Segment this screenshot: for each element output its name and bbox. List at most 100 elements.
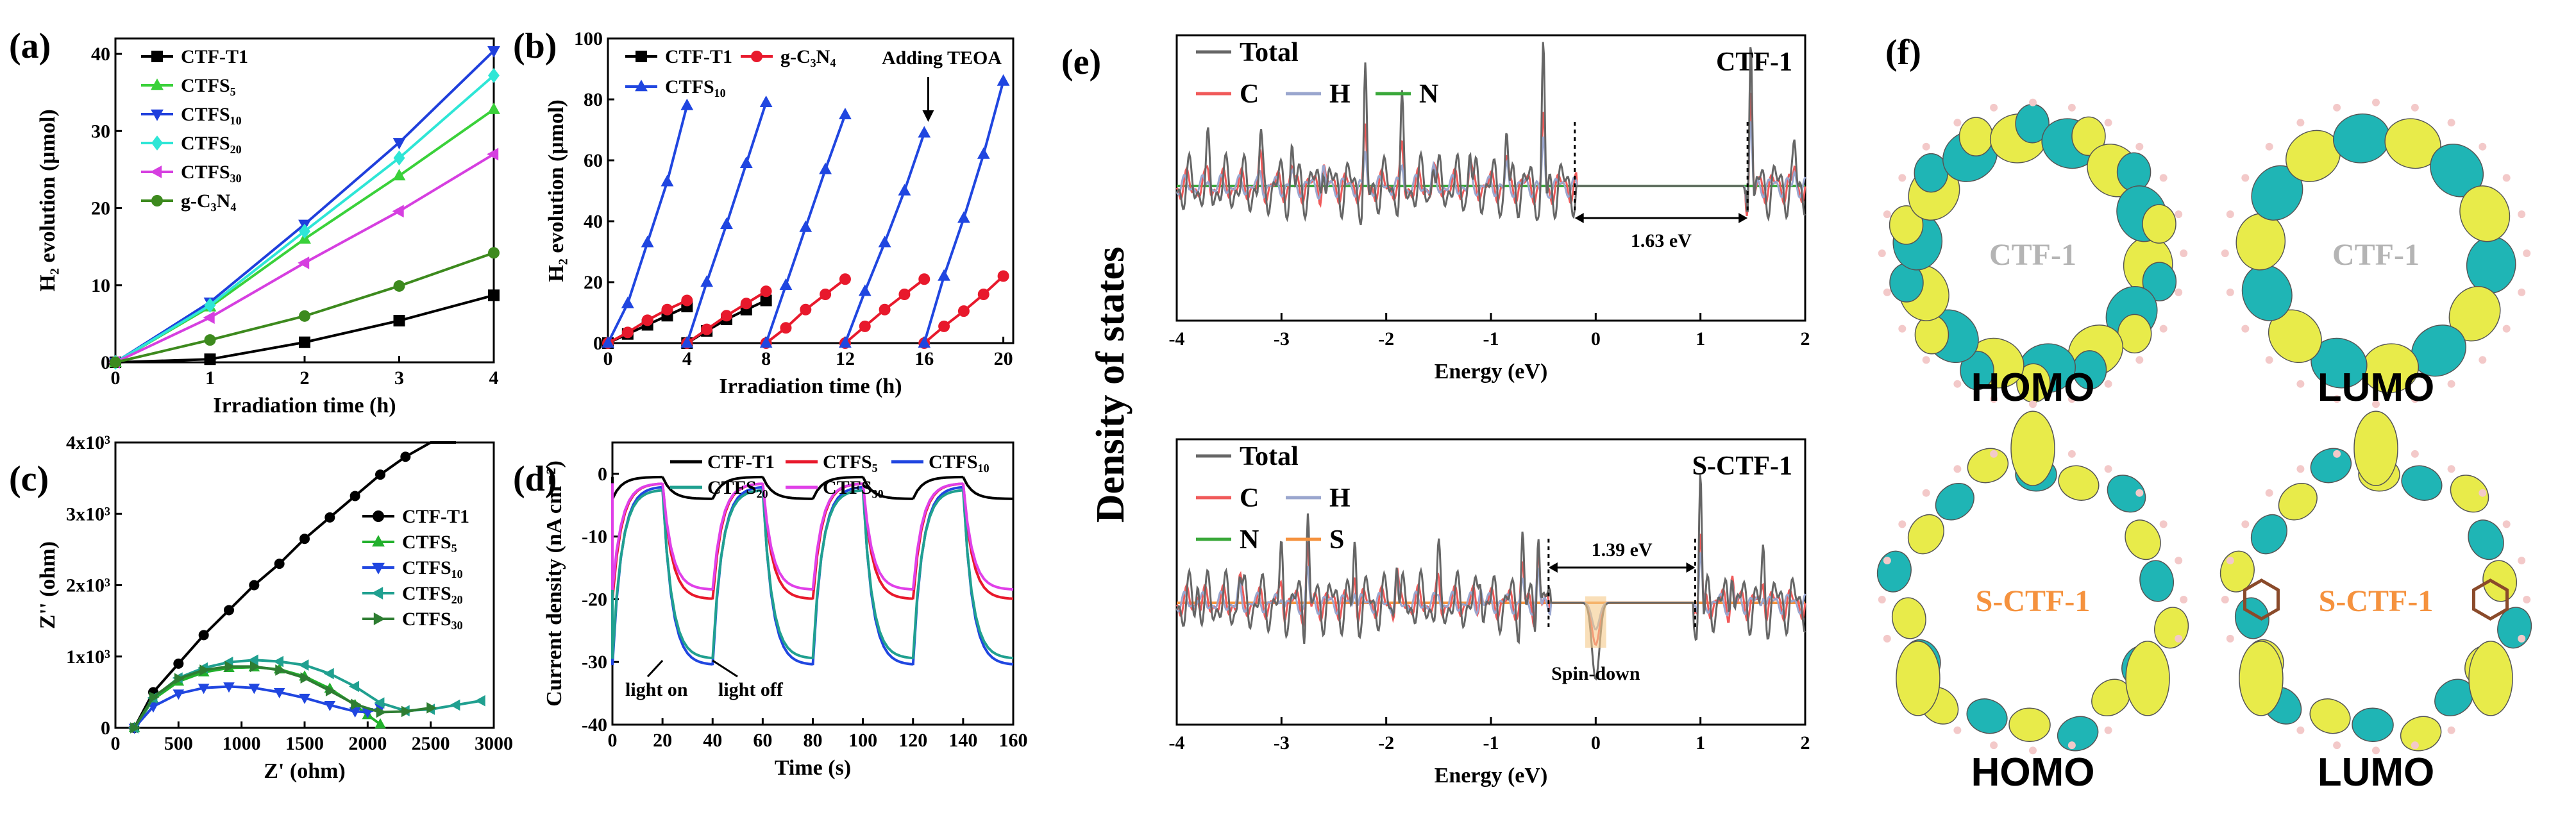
- atom-h: [2296, 119, 2305, 127]
- annotation-light-off: light off: [718, 679, 784, 700]
- data-point-CTFS10: [324, 701, 336, 711]
- legend-CTFS10-label: CTFS₁₀: [181, 104, 242, 125]
- data-point-g-C3N4: [859, 320, 871, 332]
- x-tick-label: -1: [1483, 328, 1499, 350]
- chart-d-photocurrent: 0 20 40 60 80 100 120 140 160 -40 -30 -20 -10 0 Time (…: [543, 441, 1028, 780]
- orbital-type-label: HOMO: [1971, 366, 2095, 410]
- data-point-CTF-T1: [760, 294, 772, 307]
- orbital-lobe: [2459, 185, 2511, 242]
- legend-Total-label: Total: [1240, 38, 1299, 67]
- atom-h: [2226, 288, 2234, 296]
- gap-arrowhead-right: [1686, 562, 1696, 573]
- legend-g-C3N4-marker: [751, 51, 762, 62]
- x-tick-label: 60: [753, 730, 772, 751]
- atom-h: [2265, 142, 2273, 151]
- data-point-CTFS10: [858, 284, 871, 296]
- legend-CTFS30-label: CTFS₃₀: [402, 609, 463, 630]
- orbital-lobe: [1935, 483, 1974, 521]
- orbital-lumo-s-ctf-1: S-CTF-1 LUMO: [2219, 410, 2532, 795]
- atom-h: [2447, 119, 2455, 127]
- y-tick-label: 100: [574, 28, 603, 49]
- data-point-CTFS10: [977, 147, 990, 159]
- y-tick-label: 1x10³: [66, 646, 110, 668]
- legend-CTF-T1-marker: [373, 510, 384, 522]
- data-point-g-C3N4: [780, 322, 792, 334]
- x-tick-label: 0: [111, 367, 121, 389]
- legend-CTF-T1-label: CTF-T1: [665, 46, 732, 67]
- legend-CTFS10-label: CTFS₁₀: [665, 76, 726, 97]
- y-tick-label: 20: [91, 198, 110, 219]
- legend-CTFS30-marker: [373, 612, 385, 625]
- orbital-lobe: [1907, 514, 1944, 555]
- orbital-lobe: [2310, 448, 2352, 484]
- y-tick-label: 40: [91, 44, 110, 65]
- atom-h: [2518, 210, 2526, 219]
- atom-h: [1883, 557, 1891, 565]
- dos-trace-total: [1175, 475, 1806, 681]
- data-point-CTFS10: [641, 235, 654, 248]
- atom-h: [2029, 98, 2037, 106]
- atom-h: [1883, 634, 1891, 643]
- atom-h: [2523, 596, 2531, 603]
- data-point-CTFS30: [487, 147, 499, 161]
- x-tick-label: 0: [111, 733, 121, 754]
- x-tick-label: 16: [914, 348, 934, 369]
- atom-h: [1898, 174, 1907, 182]
- orbital-homo-ctf-1: CTF-1 HOMO: [1878, 98, 2188, 410]
- dos-trace-total: [1175, 42, 1806, 226]
- legend-CTF-T1-label: CTF-T1: [707, 451, 775, 473]
- data-point-g-C3N4: [701, 323, 713, 335]
- orbital-center-label: S-CTF-1: [2319, 584, 2434, 618]
- dos-trace-C: [1175, 534, 1806, 646]
- spin-down-label: Spin-down: [1551, 663, 1640, 684]
- y-tick-label: 20: [584, 272, 603, 293]
- dos-title: S-CTF-1: [1692, 451, 1792, 481]
- y-tick-label: 4x10³: [66, 432, 110, 453]
- data-point-CTF-T1: [349, 491, 360, 501]
- atom-h: [2518, 634, 2526, 643]
- atom-h: [2333, 741, 2341, 750]
- data-point-CTFS10: [957, 211, 970, 223]
- orbital-lobe: [2142, 204, 2176, 244]
- data-point-CTFS10: [680, 336, 694, 348]
- x-axis-label: Energy (eV): [1435, 764, 1548, 788]
- atom-h: [2411, 103, 2419, 112]
- y-axis-label: H₂ evolution (μmol): [36, 109, 60, 291]
- atom-h: [2479, 489, 2487, 497]
- atom-h: [2265, 489, 2273, 497]
- data-point-CTFS30: [298, 256, 310, 269]
- data-point-CTFS30: [351, 698, 362, 711]
- data-point-CTFS10: [299, 693, 310, 704]
- legend-C-label: C: [1240, 80, 1259, 109]
- data-point-CTFS30: [376, 706, 387, 718]
- x-tick-label: 0: [1591, 328, 1601, 350]
- y-tick-label: 80: [584, 89, 603, 110]
- x-tick-label: 120: [898, 730, 927, 751]
- data-point-CTFS5: [487, 102, 500, 114]
- legend-CTFS10-label: CTFS₁₀: [929, 451, 989, 473]
- data-point-CTFS10: [839, 336, 852, 348]
- legend-CTFS20-marker: [151, 135, 163, 151]
- atom-h: [2296, 380, 2305, 388]
- legend-CTFS30-label: CTFS₃₀: [823, 477, 884, 498]
- data-point-g-C3N4: [957, 305, 970, 317]
- data-point-CTF-T1: [488, 289, 500, 301]
- atom-h: [1878, 596, 1886, 603]
- orbital-lobe: [2125, 519, 2161, 560]
- data-point-CTFS10: [918, 336, 931, 348]
- orbital-lobe: [2008, 707, 2051, 742]
- atom-h: [2175, 210, 2183, 219]
- data-point-CTFS20: [374, 697, 385, 709]
- orbital-type-label: LUMO: [2318, 366, 2435, 410]
- atom-h: [2067, 103, 2076, 112]
- data-point-CTFS10: [362, 708, 374, 719]
- data-point-CTFS10: [700, 275, 714, 287]
- data-point-CTFS20: [488, 68, 500, 83]
- y-tick-label: -10: [582, 526, 607, 548]
- orbital-lobe-sulfur: [2125, 641, 2170, 716]
- data-point-g-C3N4: [760, 285, 772, 298]
- legend-CTF-T1-label: CTF-T1: [181, 46, 248, 67]
- atom-h: [2221, 249, 2229, 257]
- x-tick-label: -4: [1169, 328, 1185, 350]
